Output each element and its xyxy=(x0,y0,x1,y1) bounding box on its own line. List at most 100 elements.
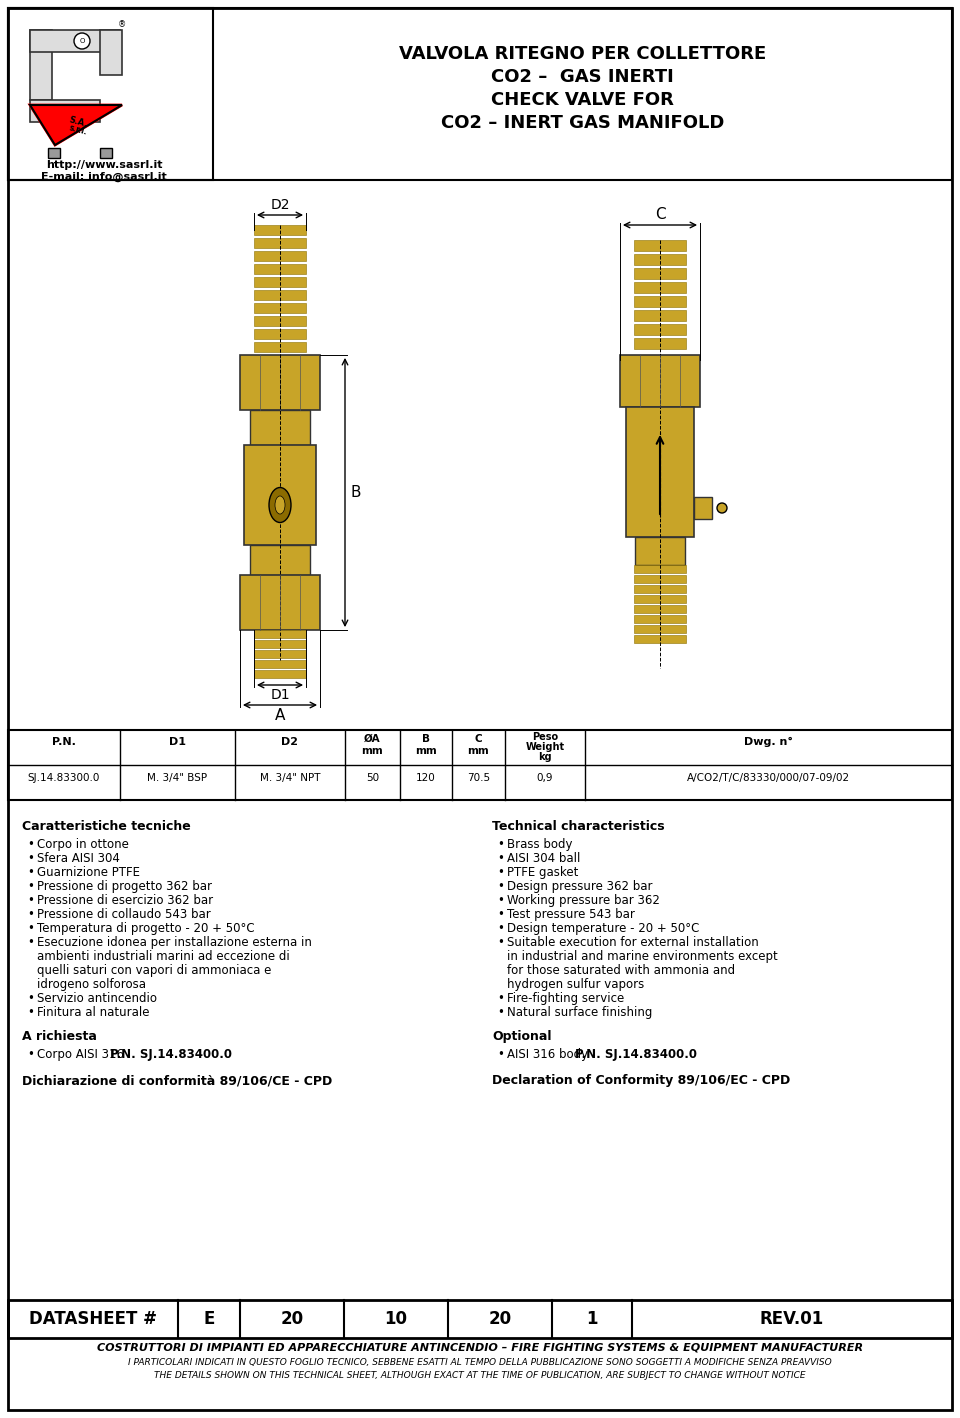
Text: 20: 20 xyxy=(280,1310,303,1329)
Text: AISI 316 body: AISI 316 body xyxy=(507,1048,592,1061)
Text: AISI 304 ball: AISI 304 ball xyxy=(507,852,581,865)
Text: COSTRUTTORI DI IMPIANTI ED APPARECCHIATURE ANTINCENDIO – FIRE FIGHTING SYSTEMS &: COSTRUTTORI DI IMPIANTI ED APPARECCHIATU… xyxy=(97,1343,863,1353)
Text: •: • xyxy=(27,936,34,949)
Circle shape xyxy=(717,503,727,513)
Bar xyxy=(100,147,112,157)
Text: Fire-fighting service: Fire-fighting service xyxy=(507,993,624,1005)
Text: •: • xyxy=(497,866,504,879)
Text: Servizio antincendio: Servizio antincendio xyxy=(37,993,157,1005)
Text: D2: D2 xyxy=(271,199,290,213)
Bar xyxy=(634,586,686,593)
Text: CO2 –  GAS INERTI: CO2 – GAS INERTI xyxy=(492,68,674,86)
Text: Declaration of Conformity 89/106/EC - CPD: Declaration of Conformity 89/106/EC - CP… xyxy=(492,1073,790,1088)
Bar xyxy=(634,625,686,632)
Bar xyxy=(254,630,306,638)
Text: http://www.sasrl.it: http://www.sasrl.it xyxy=(46,160,162,170)
Text: REV.01: REV.01 xyxy=(760,1310,824,1329)
Text: Dichiarazione di conformità 89/106/CE - CPD: Dichiarazione di conformità 89/106/CE - … xyxy=(22,1073,332,1088)
Text: Pressione di progetto 362 bar: Pressione di progetto 362 bar xyxy=(37,881,212,893)
Text: •: • xyxy=(27,1048,34,1061)
Text: E-mail: info@sasrl.it: E-mail: info@sasrl.it xyxy=(41,172,167,183)
Bar xyxy=(634,596,686,603)
Text: •: • xyxy=(497,893,504,908)
Text: •: • xyxy=(497,993,504,1005)
Text: •: • xyxy=(27,852,34,865)
Text: ØA: ØA xyxy=(364,735,381,744)
Text: Working pressure bar 362: Working pressure bar 362 xyxy=(507,893,660,908)
Bar xyxy=(254,659,306,668)
Text: Corpo AISI 316: Corpo AISI 316 xyxy=(37,1048,128,1061)
Bar xyxy=(254,291,306,301)
Text: Finitura al naturale: Finitura al naturale xyxy=(37,1005,150,1020)
Text: B: B xyxy=(350,485,361,501)
Bar xyxy=(634,615,686,623)
Bar xyxy=(634,296,686,308)
Bar xyxy=(30,30,120,52)
Text: •: • xyxy=(497,908,504,922)
Text: Peso: Peso xyxy=(532,732,558,742)
Bar xyxy=(254,303,306,313)
Text: Test pressure 543 bar: Test pressure 543 bar xyxy=(507,908,635,922)
Bar xyxy=(250,410,310,445)
Text: D1: D1 xyxy=(169,737,186,747)
Text: •: • xyxy=(27,866,34,879)
Text: ambienti industriali marini ad eccezione di: ambienti industriali marini ad eccezione… xyxy=(37,950,290,963)
Bar xyxy=(30,30,52,101)
Bar xyxy=(626,407,694,537)
Bar xyxy=(634,576,686,583)
Bar xyxy=(634,323,686,335)
Text: Optional: Optional xyxy=(492,1029,551,1044)
Text: DATASHEET #: DATASHEET # xyxy=(29,1310,157,1329)
Text: s.r.l.: s.r.l. xyxy=(68,123,88,136)
Bar xyxy=(634,337,686,349)
Text: I PARTICOLARI INDICATI IN QUESTO FOGLIO TECNICO, SEBBENE ESATTI AL TEMPO DELLA P: I PARTICOLARI INDICATI IN QUESTO FOGLIO … xyxy=(128,1358,832,1367)
Text: •: • xyxy=(27,993,34,1005)
Bar xyxy=(254,329,306,339)
Text: 0,9: 0,9 xyxy=(537,773,553,783)
Text: •: • xyxy=(497,881,504,893)
Text: Temperatura di progetto - 20 + 50°C: Temperatura di progetto - 20 + 50°C xyxy=(37,922,254,934)
Text: C: C xyxy=(655,207,665,223)
Bar xyxy=(634,268,686,279)
Bar xyxy=(634,564,686,573)
Bar xyxy=(48,147,60,157)
Text: •: • xyxy=(497,922,504,934)
Text: M. 3/4" BSP: M. 3/4" BSP xyxy=(148,773,207,783)
Ellipse shape xyxy=(269,488,291,522)
Bar xyxy=(254,316,306,326)
Text: •: • xyxy=(27,838,34,851)
Text: •: • xyxy=(497,1005,504,1020)
Bar xyxy=(634,605,686,613)
Text: O: O xyxy=(80,38,84,44)
Bar xyxy=(244,445,316,545)
Text: S.A.: S.A. xyxy=(67,115,88,129)
Text: M. 3/4" NPT: M. 3/4" NPT xyxy=(260,773,321,783)
Text: SJ.14.83300.0: SJ.14.83300.0 xyxy=(28,773,100,783)
Text: 10: 10 xyxy=(385,1310,407,1329)
Polygon shape xyxy=(30,105,122,145)
Text: •: • xyxy=(27,908,34,922)
Text: E: E xyxy=(204,1310,215,1329)
Text: •: • xyxy=(497,936,504,949)
Text: Suitable execution for external installation: Suitable execution for external installa… xyxy=(507,936,758,949)
Text: Guarnizione PTFE: Guarnizione PTFE xyxy=(37,866,140,879)
Text: for those saturated with ammonia and: for those saturated with ammonia and xyxy=(507,964,735,977)
Text: Design pressure 362 bar: Design pressure 362 bar xyxy=(507,881,653,893)
Bar xyxy=(8,9,213,180)
Text: mm: mm xyxy=(415,746,437,756)
Bar xyxy=(694,496,712,519)
Text: 70.5: 70.5 xyxy=(467,773,490,783)
Bar xyxy=(254,342,306,352)
Bar xyxy=(254,238,306,248)
Text: PTFE gasket: PTFE gasket xyxy=(507,866,578,879)
Text: •: • xyxy=(27,922,34,934)
Bar xyxy=(8,1300,952,1339)
Bar xyxy=(240,576,320,630)
Text: 120: 120 xyxy=(416,773,436,783)
Bar xyxy=(250,545,310,576)
Bar xyxy=(254,251,306,261)
Bar xyxy=(254,277,306,286)
Text: ®: ® xyxy=(118,20,126,30)
Text: CHECK VALVE FOR: CHECK VALVE FOR xyxy=(492,91,674,109)
Text: 50: 50 xyxy=(366,773,379,783)
